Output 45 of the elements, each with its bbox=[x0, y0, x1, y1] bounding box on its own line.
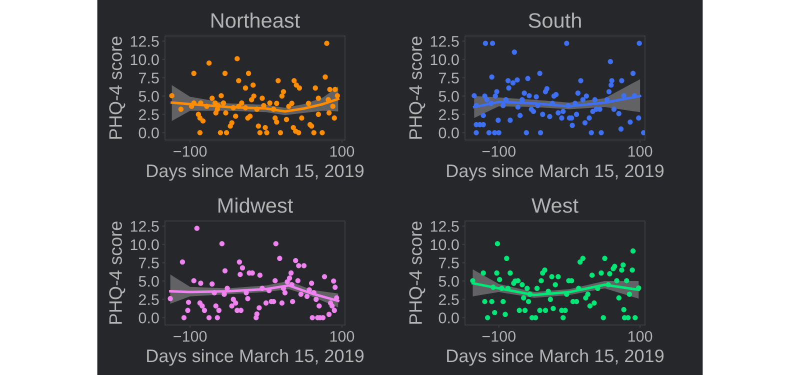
chart-title: Northeast bbox=[212, 12, 300, 28]
x-axis-title: Days since March 15, 2019 bbox=[447, 164, 664, 181]
x-axis-title: Days since March 15, 2019 bbox=[447, 348, 664, 366]
y-tick-label: 2.5 bbox=[138, 109, 159, 120]
y-tick-label: 10.0 bbox=[130, 54, 159, 66]
y-tick-label: 2.5 bbox=[438, 109, 459, 120]
chart-title: South bbox=[528, 12, 581, 28]
x-tick-label: 100 bbox=[330, 146, 354, 157]
y-axis-title: PHQ-4 score bbox=[109, 36, 126, 139]
y-tick-label: 0.0 bbox=[138, 128, 159, 138]
x-tick-label: −100 bbox=[482, 146, 516, 157]
x-tick-label: 100 bbox=[628, 146, 652, 157]
y-tick-label: 7.5 bbox=[138, 72, 159, 84]
chart-title: Midwest bbox=[218, 198, 294, 213]
x-tick-label: −100 bbox=[482, 330, 516, 342]
line-series bbox=[472, 94, 642, 108]
x-tick-label: −100 bbox=[174, 330, 207, 342]
y-tick-label: 0.0 bbox=[138, 312, 159, 324]
y-tick-label: 0.0 bbox=[438, 312, 459, 324]
chart-title: West bbox=[532, 198, 578, 213]
y-tick-label: 12.5 bbox=[130, 36, 159, 47]
y-axis-title: PHQ-4 score bbox=[109, 222, 126, 324]
x-tick-label: 100 bbox=[628, 330, 652, 342]
y-tick-label: 10.0 bbox=[430, 54, 459, 66]
x-axis-title: Days since March 15, 2019 bbox=[147, 348, 364, 366]
y-tick-label: 5.0 bbox=[438, 90, 459, 102]
y-axis-title: PHQ-4 score bbox=[409, 36, 426, 139]
x-axis-title: Days since March 15, 2019 bbox=[147, 164, 364, 181]
y-tick-label: 5.0 bbox=[138, 90, 159, 102]
y-tick-label: 7.5 bbox=[138, 258, 159, 268]
y-tick-label: 7.5 bbox=[438, 258, 459, 268]
y-tick-label: 10.0 bbox=[430, 239, 459, 250]
y-tick-label: 12.5 bbox=[430, 220, 459, 232]
x-tick-label: 100 bbox=[330, 330, 354, 342]
y-tick-label: 12.5 bbox=[130, 220, 159, 232]
y-tick-label: 2.5 bbox=[438, 294, 459, 306]
y-tick-label: 5.0 bbox=[438, 276, 459, 287]
y-tick-label: 0.0 bbox=[438, 128, 459, 138]
y-axis-title: PHQ-4 score bbox=[409, 222, 426, 324]
y-tick-label: 10.0 bbox=[130, 239, 159, 250]
y-tick-label: 2.5 bbox=[138, 294, 159, 306]
y-tick-label: 5.0 bbox=[138, 276, 159, 287]
y-tick-label: 12.5 bbox=[430, 36, 459, 47]
x-tick-label: −100 bbox=[174, 146, 207, 157]
y-tick-label: 7.5 bbox=[438, 72, 459, 84]
